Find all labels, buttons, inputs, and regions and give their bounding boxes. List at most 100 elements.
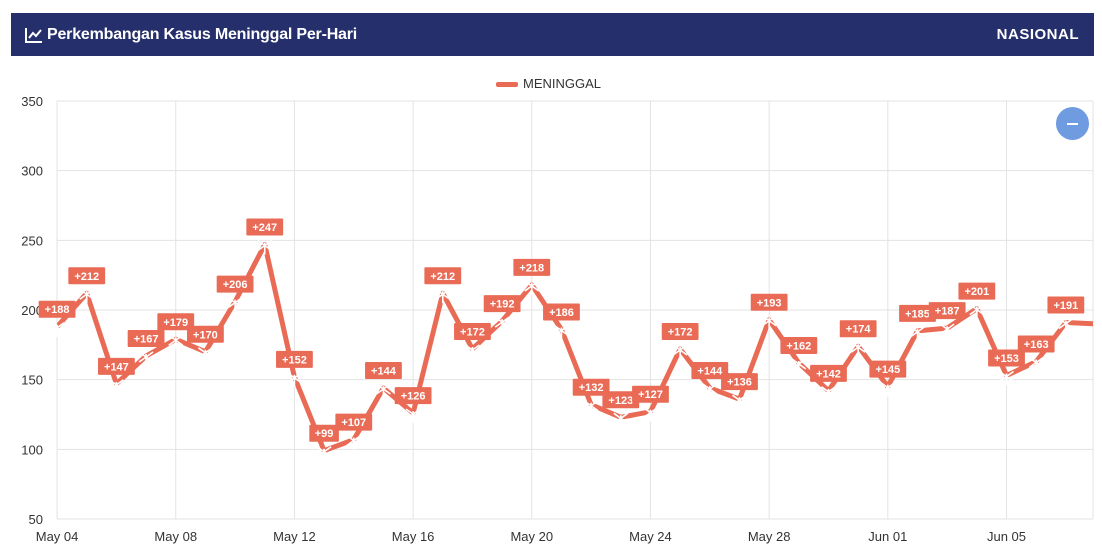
data-label-box — [721, 373, 758, 391]
data-point[interactable]: +193 — [750, 293, 788, 330]
data-marker — [672, 344, 688, 360]
data-point[interactable]: +212 — [424, 267, 462, 304]
data-label-box — [602, 391, 640, 409]
data-marker — [168, 334, 184, 350]
data-marker — [1058, 317, 1074, 333]
y-tick-label: 150 — [21, 373, 43, 388]
y-tick-label: 50 — [29, 512, 43, 527]
data-marker — [821, 386, 836, 401]
data-label-box — [38, 300, 76, 318]
data-label: +206 — [223, 279, 248, 291]
data-point[interactable]: +188 — [38, 300, 76, 337]
data-point[interactable]: +147 — [98, 357, 135, 394]
data-label: +167 — [134, 333, 159, 345]
data-label-box — [928, 302, 966, 320]
y-tick-label: 100 — [21, 442, 43, 457]
data-label-box — [309, 424, 339, 442]
data-point[interactable]: +99 — [309, 424, 339, 461]
data-point[interactable]: +212 — [68, 267, 106, 304]
data-marker — [643, 407, 658, 422]
data-marker — [227, 296, 243, 312]
x-tick-label: May 04 — [36, 529, 79, 544]
data-point[interactable]: +174 — [839, 320, 877, 357]
data-marker — [108, 379, 124, 394]
y-tick-label: 250 — [21, 233, 43, 248]
data-point[interactable]: +179 — [157, 313, 195, 350]
data-point[interactable]: +185 — [899, 304, 936, 341]
data-label: +107 — [341, 417, 366, 429]
data-point[interactable]: +107 — [335, 413, 373, 450]
data-label: +162 — [786, 340, 811, 352]
data-label: +172 — [460, 327, 485, 339]
data-label: +144 — [697, 366, 723, 378]
data-point[interactable]: +132 — [572, 378, 610, 415]
data-point[interactable]: +153 — [988, 349, 1025, 386]
data-label-box — [483, 295, 521, 313]
data-label-box — [246, 218, 284, 236]
data-label-box — [543, 303, 580, 321]
data-point[interactable]: +187 — [928, 302, 966, 339]
series-line-meninggal — [57, 242, 1093, 454]
data-point[interactable]: +144 — [691, 362, 729, 399]
data-label-box — [988, 349, 1025, 367]
data-point[interactable]: +170 — [187, 325, 224, 362]
data-label: +212 — [430, 271, 455, 283]
data-label: +247 — [252, 222, 277, 234]
data-label-box — [661, 323, 699, 341]
data-point[interactable]: +206 — [216, 275, 254, 312]
data-label: +179 — [163, 317, 188, 329]
data-point[interactable]: +136 — [721, 373, 758, 410]
data-point[interactable]: +191 — [1047, 296, 1085, 333]
data-point[interactable]: +145 — [869, 360, 907, 397]
data-label: +126 — [401, 391, 426, 403]
x-tick-label: May 28 — [748, 529, 791, 544]
data-point[interactable]: +127 — [632, 385, 669, 422]
data-label: +145 — [875, 364, 900, 376]
data-point[interactable]: +172 — [454, 323, 491, 360]
data-label: +152 — [282, 354, 307, 366]
data-label: +163 — [1024, 339, 1049, 351]
data-label-box — [572, 378, 610, 396]
data-label: +185 — [905, 308, 930, 320]
data-point[interactable]: +172 — [661, 323, 699, 360]
data-point[interactable]: +186 — [543, 303, 580, 340]
data-point[interactable]: +247 — [246, 218, 284, 255]
data-point[interactable]: +167 — [127, 329, 165, 366]
data-marker — [405, 408, 421, 424]
data-marker — [346, 434, 362, 450]
data-label: +187 — [935, 306, 960, 318]
data-point[interactable]: +163 — [1017, 335, 1055, 372]
data-point[interactable]: +192 — [483, 295, 521, 332]
data-label-box — [127, 329, 165, 347]
data-point[interactable]: +162 — [780, 336, 818, 373]
data-label-box — [513, 258, 551, 276]
data-label-box — [424, 267, 462, 285]
data-label-box — [869, 360, 907, 378]
data-label-box — [394, 387, 432, 405]
data-point[interactable]: +218 — [513, 258, 551, 295]
data-point[interactable]: +123 — [602, 391, 640, 428]
data-marker — [702, 383, 718, 399]
data-marker — [732, 394, 747, 410]
data-marker — [880, 381, 896, 397]
data-point[interactable]: +152 — [276, 350, 313, 387]
data-point[interactable]: +126 — [394, 387, 432, 424]
data-marker — [613, 412, 629, 428]
data-point[interactable]: +142 — [810, 364, 847, 401]
data-label: +144 — [371, 366, 397, 378]
data-marker — [464, 344, 480, 360]
data-marker — [761, 315, 777, 330]
data-label-box — [750, 293, 788, 311]
data-marker — [49, 322, 65, 337]
line-chart-icon — [25, 27, 42, 43]
data-label-box — [839, 320, 877, 338]
data-label: +186 — [549, 307, 574, 319]
data-point[interactable]: +201 — [958, 282, 996, 319]
data-label-box — [1017, 335, 1055, 353]
data-marker — [197, 347, 213, 362]
data-label-box — [157, 313, 195, 331]
zoom-out-button[interactable] — [1056, 107, 1089, 140]
data-label-box — [335, 413, 373, 431]
data-point[interactable]: +144 — [365, 362, 402, 399]
